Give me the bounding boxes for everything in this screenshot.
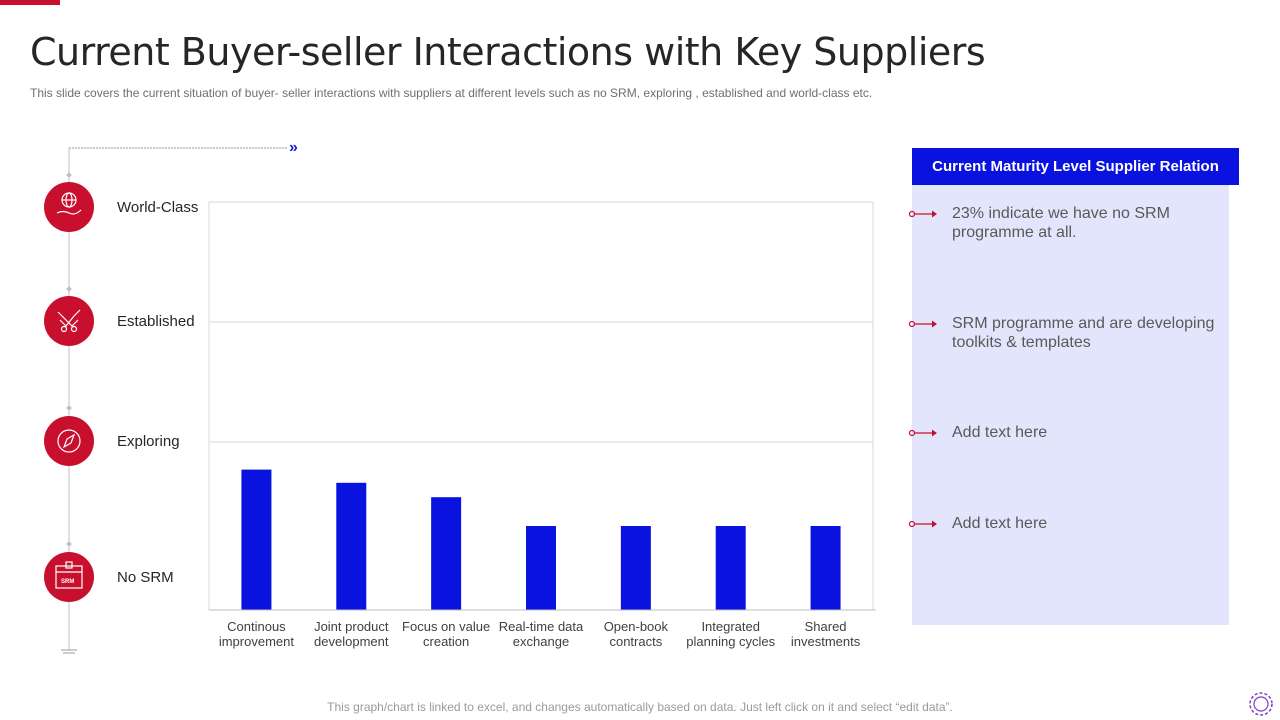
category-label: Joint product development [314,619,389,649]
footnote: This graph/chart is linked to excel, and… [327,700,953,714]
page-subtitle: This slide covers the current situation … [30,86,873,100]
arrow-right-icon [908,520,937,528]
page-title: Current Buyer-seller Interactions with K… [30,30,986,74]
bars [241,469,841,610]
double-chevron-icon: » [289,139,298,156]
level-label: Exploring [117,433,180,450]
bar[interactable] [336,482,367,610]
bar[interactable] [526,526,556,610]
panel-header: Current Maturity Level Supplier Relation [912,148,1239,185]
maturity-panel [912,148,1229,625]
arrow-right-icon [908,320,937,328]
level-label: Established [117,313,195,330]
bullet-text: SRM programme and are developing toolkit… [952,315,1215,351]
level-label: World-Class [117,199,198,216]
compass-icon [57,429,81,453]
bullet-text: Add text here [952,424,1048,441]
timeline-marker [66,172,72,178]
timeline-marker [66,286,72,292]
level-no-srm: SRM No SRM [44,552,174,602]
svg-text:SRM: SRM [61,579,74,585]
bar[interactable] [715,526,746,610]
bar[interactable] [241,469,272,610]
chart-svg: » World-Class Esta [44,139,876,654]
category-labels: Continous improvement Joint product develop… [219,619,861,649]
gridlines [209,201,873,443]
level-label: No SRM [117,569,174,586]
arrow-right-icon [908,210,937,218]
bullet-text: Add text here [952,515,1048,532]
timeline-marker [66,541,72,547]
bar[interactable] [431,497,462,610]
level-world-class: World-Class [44,182,198,232]
category-label: Open-book contracts [604,619,669,649]
arrow-right-icon [908,429,937,437]
category-label: Focus on value creation [402,619,490,649]
category-label: Real-time data exchange [499,619,584,649]
category-label: Continous improvement [219,619,295,649]
top-accent-bar [0,0,60,5]
category-label: Integrated planning cycles [686,619,775,649]
level-exploring: Exploring [44,416,180,466]
level-established: Established [44,296,195,346]
maturity-chart[interactable]: » World-Class Esta [0,120,900,680]
srm-box-icon: SRM [55,561,83,589]
bar[interactable] [810,526,841,610]
bullet-text: 23% indicate we have no SRM programme at… [952,205,1170,241]
handshake-icon [57,309,81,333]
timeline-marker [66,405,72,411]
category-label: Shared investments [791,619,861,649]
globe-hand-icon [56,192,82,215]
bar[interactable] [620,526,651,610]
gear-logo-icon [1249,692,1273,716]
